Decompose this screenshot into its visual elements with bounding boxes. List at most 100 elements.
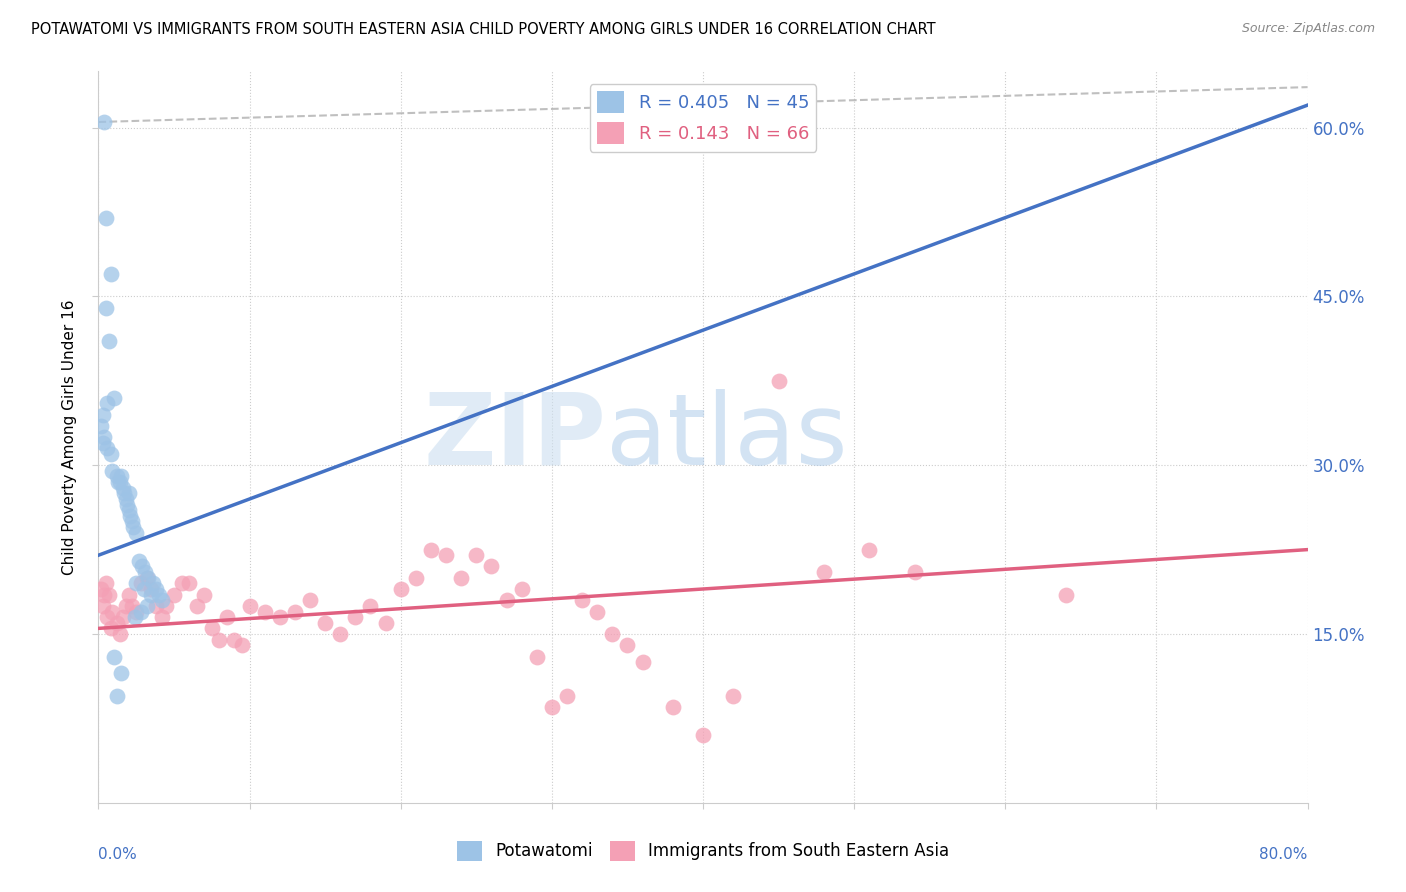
Point [145, 599, 167, 613]
Point [110, 469, 132, 483]
Point [131, 559, 153, 574]
Text: atlas: atlas [606, 389, 848, 485]
Point [96, 610, 118, 624]
Point [108, 475, 131, 489]
Point [374, 615, 396, 630]
Point [481, 559, 503, 574]
Point [145, 582, 167, 596]
Point [96, 442, 118, 456]
Point [125, 605, 148, 619]
Point [208, 632, 231, 647]
Point [253, 605, 276, 619]
Point [100, 621, 122, 635]
Point [91, 599, 114, 613]
Point [692, 728, 714, 742]
Point [434, 548, 457, 562]
Point [90, 418, 112, 433]
Point [129, 576, 152, 591]
Point [1054, 588, 1077, 602]
Point [571, 593, 593, 607]
Point [661, 700, 683, 714]
Point [510, 582, 533, 596]
Text: POTAWATOMI VS IMMIGRANTS FROM SOUTH EASTERN ASIA CHILD POVERTY AMONG GIRLS UNDER: POTAWATOMI VS IMMIGRANTS FROM SOUTH EAST… [31, 22, 935, 37]
Point [93, 115, 115, 129]
Point [125, 576, 148, 591]
Point [420, 542, 443, 557]
Point [118, 486, 141, 500]
Point [103, 391, 125, 405]
Point [100, 447, 122, 461]
Point [540, 700, 562, 714]
Point [124, 610, 146, 624]
Point [122, 520, 145, 534]
Point [111, 610, 134, 624]
Point [269, 610, 291, 624]
Text: ZIP: ZIP [423, 389, 606, 485]
Point [450, 571, 472, 585]
Point [723, 689, 745, 703]
Point [239, 599, 262, 613]
Text: Source: ZipAtlas.com: Source: ZipAtlas.com [1241, 22, 1375, 36]
Point [526, 649, 548, 664]
Point [602, 627, 624, 641]
Point [121, 515, 143, 529]
Text: 80.0%: 80.0% [1260, 847, 1308, 862]
Point [93, 430, 115, 444]
Point [129, 605, 152, 619]
Point [201, 621, 224, 635]
Point [231, 638, 253, 652]
Point [179, 576, 201, 591]
Point [120, 508, 142, 523]
Point [91, 435, 114, 450]
Point [163, 588, 186, 602]
Point [125, 525, 148, 540]
Point [105, 469, 128, 483]
Point [768, 374, 790, 388]
Y-axis label: Child Poverty Among Girls Under 16: Child Poverty Among Girls Under 16 [62, 300, 77, 574]
Point [115, 498, 138, 512]
Point [118, 588, 141, 602]
Point [314, 615, 336, 630]
Point [94, 301, 117, 315]
Point [142, 576, 165, 591]
Point [631, 655, 654, 669]
Point [91, 408, 114, 422]
Point [555, 689, 578, 703]
Point [90, 582, 112, 596]
Point [94, 576, 117, 591]
Text: 0.0%: 0.0% [98, 847, 138, 862]
Point [284, 605, 307, 619]
Point [103, 649, 125, 664]
Point [813, 565, 835, 579]
Point [110, 666, 132, 681]
Point [121, 599, 143, 613]
Point [155, 599, 177, 613]
Point [135, 571, 157, 585]
Point [128, 554, 150, 568]
Point [495, 593, 517, 607]
Point [586, 605, 609, 619]
Point [114, 491, 136, 506]
Point [114, 599, 136, 613]
Point [112, 486, 135, 500]
Point [465, 548, 488, 562]
Point [134, 565, 156, 579]
Point [94, 211, 117, 225]
Point [101, 464, 124, 478]
Point [98, 588, 121, 602]
Point [141, 582, 163, 596]
Point [135, 599, 157, 613]
Point [93, 588, 115, 602]
Point [186, 599, 208, 613]
Legend: Potawatomi, Immigrants from South Eastern Asia: Potawatomi, Immigrants from South Easter… [450, 834, 956, 868]
Point [98, 334, 121, 349]
Point [360, 599, 382, 613]
Point [118, 503, 141, 517]
Point [136, 571, 159, 585]
Point [150, 593, 173, 607]
Point [389, 582, 412, 596]
Point [193, 588, 215, 602]
Point [904, 565, 927, 579]
Point [344, 610, 367, 624]
Point [96, 396, 118, 410]
